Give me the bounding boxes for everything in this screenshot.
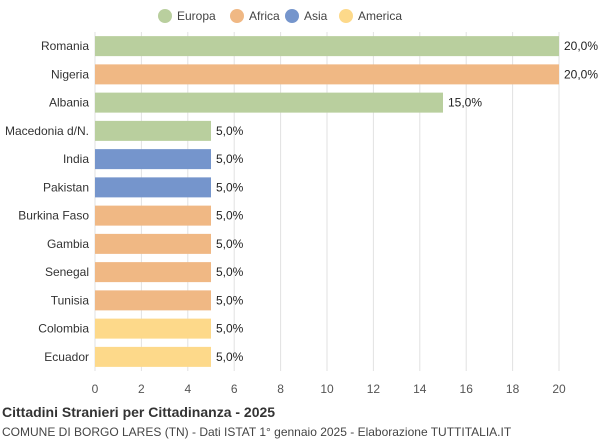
grid-lines [94, 32, 560, 371]
chart-subtitle: COMUNE DI BORGO LARES (TN) - Dati ISTAT … [2, 425, 512, 439]
legend-swatch [339, 9, 353, 23]
bar [95, 120, 211, 141]
value-label: 5,0% [216, 180, 244, 194]
legend-label: Asia [304, 9, 328, 23]
category-label: Senegal [45, 265, 89, 279]
x-axis: 0 2 4 6 8 10 12 14 16 18 20 [92, 382, 566, 396]
category-label: Gambia [47, 237, 89, 251]
value-label: 20,0% [564, 67, 598, 81]
legend-swatch [158, 9, 172, 23]
value-label: 5,0% [216, 124, 244, 138]
legend: Europa Africa Asia America [158, 9, 402, 23]
x-tick-label: 20 [552, 382, 566, 396]
bar [95, 149, 211, 170]
value-label: 5,0% [216, 152, 244, 166]
category-label: Colombia [38, 322, 89, 336]
x-tick-label: 6 [231, 382, 238, 396]
x-tick-label: 10 [320, 382, 334, 396]
bar [95, 233, 211, 254]
bar [95, 205, 211, 226]
value-label: 5,0% [216, 209, 244, 223]
bar [95, 346, 211, 367]
category-label: Albania [49, 96, 89, 110]
legend-label: America [358, 9, 402, 23]
legend-swatch [230, 9, 244, 23]
x-tick-label: 16 [460, 382, 474, 396]
x-tick-label: 14 [413, 382, 427, 396]
category-label: Burkina Faso [18, 209, 89, 223]
legend-label: Africa [249, 9, 280, 23]
bar [95, 177, 211, 198]
legend-swatch [285, 9, 299, 23]
category-label: India [63, 152, 89, 166]
value-label: 5,0% [216, 350, 244, 364]
bar [95, 262, 211, 283]
value-label: 5,0% [216, 265, 244, 279]
bar [95, 290, 211, 311]
x-tick-label: 18 [506, 382, 520, 396]
category-label: Tunisia [51, 293, 90, 307]
value-label: 5,0% [216, 237, 244, 251]
category-label: Ecuador [44, 350, 89, 364]
x-tick-label: 8 [277, 382, 284, 396]
category-label: Nigeria [51, 67, 89, 81]
bar [95, 36, 559, 57]
value-label: 5,0% [216, 293, 244, 307]
value-label: 5,0% [216, 322, 244, 336]
category-label: Macedonia d/N. [5, 124, 89, 138]
x-tick-label: 4 [184, 382, 191, 396]
bar [95, 64, 559, 85]
chart-title: Cittadini Stranieri per Cittadinanza - 2… [2, 404, 276, 420]
category-label: Pakistan [43, 180, 89, 194]
value-label: 15,0% [448, 96, 482, 110]
x-tick-label: 0 [92, 382, 99, 396]
legend-label: Europa [177, 9, 216, 23]
x-tick-label: 12 [367, 382, 381, 396]
x-tick-label: 2 [138, 382, 145, 396]
value-label: 20,0% [564, 39, 598, 53]
bars: Romania 20,0% Nigeria 20,0% Albania 15,0% Mace… [5, 36, 598, 367]
category-label: Romania [41, 39, 89, 53]
bar [95, 318, 211, 339]
bar [95, 92, 443, 113]
